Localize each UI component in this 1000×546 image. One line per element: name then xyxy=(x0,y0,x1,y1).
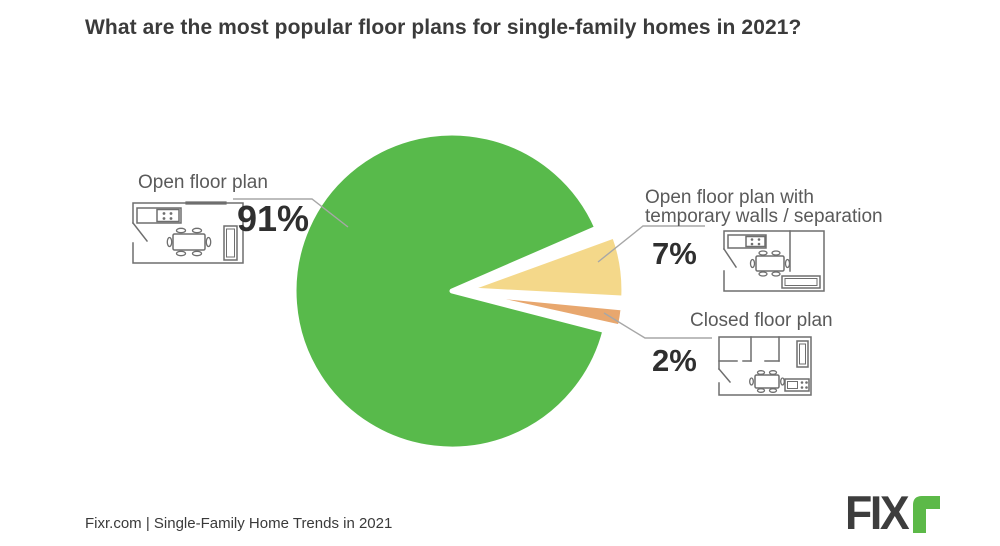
fixr-logo: FIX xyxy=(845,486,940,539)
pie-slice-closed-floor-plan xyxy=(463,290,626,330)
label-open-floor-plan: Open floor plan xyxy=(138,172,268,193)
open-floor-plan-temporary-walls-icon xyxy=(722,230,825,292)
label-temporary-walls: Open floor plan with temporary walls / s… xyxy=(645,188,883,226)
pie-slice-open-floor-plan-temporary-walls xyxy=(463,233,627,301)
source-attribution: Fixr.com | Single-Family Home Trends in … xyxy=(85,515,393,532)
leader-line-open-floor-plan xyxy=(233,198,349,228)
leader-line-temporary-walls xyxy=(597,225,705,263)
fixr-logo-r-icon xyxy=(912,496,940,533)
label-temporary-walls-line1: Open floor plan with xyxy=(645,187,814,208)
closed-floor-plan-icon xyxy=(717,336,812,396)
fixr-logo-text: FIX xyxy=(845,486,910,539)
open-floor-plan-icon xyxy=(131,201,244,264)
label-temporary-walls-line2: temporary walls / separation xyxy=(645,206,883,227)
pie-slice-open-floor-plan xyxy=(291,130,608,452)
chart-title: What are the most popular floor plans fo… xyxy=(85,16,802,39)
value-temporary-walls: 7% xyxy=(652,236,697,271)
value-open-floor-plan: 91% xyxy=(237,198,310,239)
label-closed-floor-plan: Closed floor plan xyxy=(690,310,833,331)
leader-line-closed-floor-plan xyxy=(603,312,712,339)
value-closed-floor-plan: 2% xyxy=(652,343,697,378)
